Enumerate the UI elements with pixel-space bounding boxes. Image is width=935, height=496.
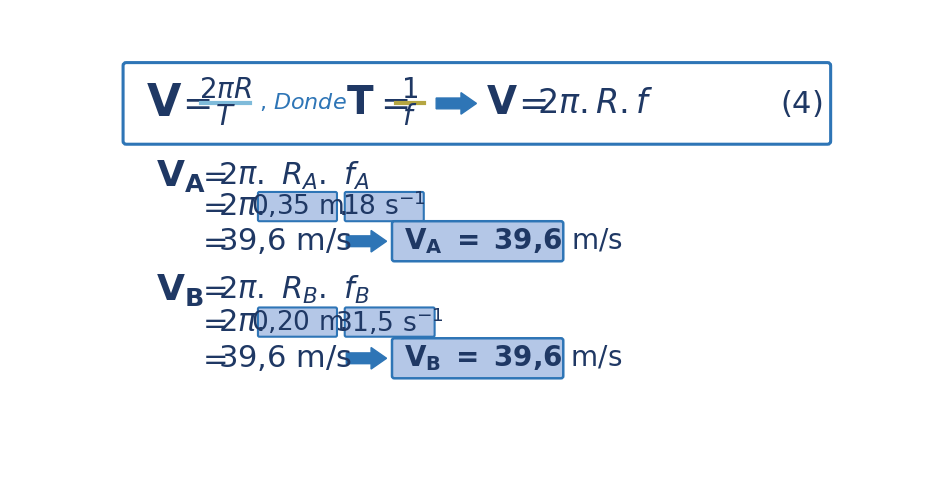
Text: $\bf{V}_A\ =\ 39{,}6\ \mathrm{m/s}$: $\bf{V}_A\ =\ 39{,}6\ \mathrm{m/s}$ <box>404 226 623 256</box>
Text: $=$: $=$ <box>511 86 546 121</box>
FancyBboxPatch shape <box>392 221 563 261</box>
Text: $39{,}6\ \mathrm{m/s}$: $39{,}6\ \mathrm{m/s}$ <box>218 226 352 256</box>
Text: $T$: $T$ <box>215 103 236 131</box>
FancyBboxPatch shape <box>258 192 337 221</box>
FancyArrow shape <box>346 231 386 252</box>
FancyArrow shape <box>436 93 477 114</box>
Text: $=$: $=$ <box>196 275 227 304</box>
Text: $2\pi.R.f$: $2\pi.R.f$ <box>537 87 654 120</box>
Text: $(4)$: $(4)$ <box>780 88 822 119</box>
Text: $2\pi.\ R_B.\ f_B$: $2\pi.\ R_B.\ f_B$ <box>218 274 369 306</box>
Text: $1$: $1$ <box>401 75 418 104</box>
Text: , $\it{Donde}$: , $\it{Donde}$ <box>259 91 347 113</box>
Text: $.$: $.$ <box>338 308 346 337</box>
Text: $=$: $=$ <box>196 192 227 221</box>
FancyBboxPatch shape <box>258 308 337 337</box>
Text: $f$: $f$ <box>402 103 417 131</box>
Text: $\bf{V}_B\ =\ 39{,}6\ \mathrm{m/s}$: $\bf{V}_B\ =\ 39{,}6\ \mathrm{m/s}$ <box>404 343 622 373</box>
Text: $=$: $=$ <box>175 86 210 121</box>
Text: $0{,}35\ \mathrm{m}$: $0{,}35\ \mathrm{m}$ <box>252 193 344 220</box>
Text: $=$: $=$ <box>196 161 227 190</box>
Text: $2\pi R$: $2\pi R$ <box>199 75 252 104</box>
Text: $=$: $=$ <box>196 227 227 256</box>
Text: $=$: $=$ <box>196 308 227 337</box>
Text: $\bf{T}$: $\bf{T}$ <box>346 84 374 123</box>
FancyBboxPatch shape <box>123 62 830 144</box>
Text: $.$: $.$ <box>338 192 346 221</box>
Text: $\bf{V}$: $\bf{V}$ <box>146 82 182 125</box>
Text: $=$: $=$ <box>373 86 409 121</box>
Text: $\bf{V}$: $\bf{V}$ <box>486 84 518 123</box>
Text: $2\pi.$: $2\pi.$ <box>218 308 264 337</box>
Text: $18\ \mathrm{s}^{-1}$: $18\ \mathrm{s}^{-1}$ <box>342 192 426 221</box>
FancyBboxPatch shape <box>392 338 563 378</box>
Text: $=$: $=$ <box>196 344 227 373</box>
Text: $31{,}5\ \mathrm{s}^{-1}$: $31{,}5\ \mathrm{s}^{-1}$ <box>336 307 444 338</box>
Text: $\bf{V}_A$: $\bf{V}_A$ <box>155 158 206 194</box>
FancyArrow shape <box>346 348 386 369</box>
FancyBboxPatch shape <box>345 308 435 337</box>
Text: $2\pi.\ R_A.\ f_A$: $2\pi.\ R_A.\ f_A$ <box>218 160 369 192</box>
Text: $0{,}20\ \mathrm{m}$: $0{,}20\ \mathrm{m}$ <box>252 309 344 336</box>
Text: $2\pi.$: $2\pi.$ <box>218 192 264 221</box>
FancyBboxPatch shape <box>345 192 424 221</box>
Text: $\bf{V}_B$: $\bf{V}_B$ <box>155 272 204 308</box>
Text: $39{,}6\ \mathrm{m/s}$: $39{,}6\ \mathrm{m/s}$ <box>218 343 352 373</box>
